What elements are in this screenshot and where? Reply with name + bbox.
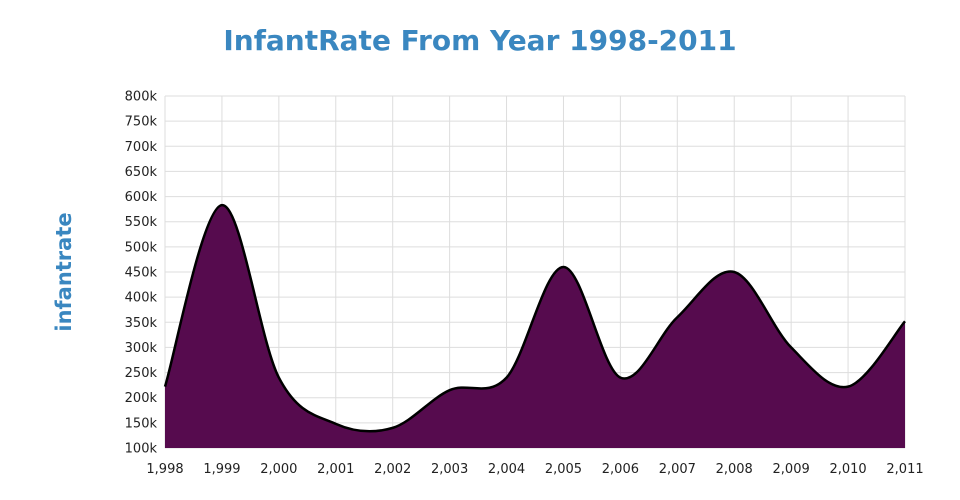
x-tick-label: 2,001 [317, 462, 354, 477]
y-tick-label: 150k [125, 416, 158, 431]
chart-title: InfantRate From Year 1998-2011 [223, 24, 737, 57]
y-tick-label: 100k [125, 442, 158, 457]
x-tick-label: 2,010 [829, 462, 866, 477]
y-tick-label: 550k [125, 215, 158, 230]
x-tick-label: 2,008 [716, 462, 753, 477]
x-tick-label: 1,998 [146, 462, 183, 477]
x-axis-ticks: 1,998 1,999 2,000 2,001 2,002 2,003 2,004 2,005… [146, 462, 923, 477]
x-tick-label: 2,009 [773, 462, 810, 477]
area-fill [165, 205, 905, 448]
x-tick-label: 2,000 [260, 462, 297, 477]
y-tick-label: 650k [125, 165, 158, 180]
y-tick-label: 600k [125, 190, 158, 205]
y-tick-label: 350k [125, 316, 158, 331]
x-tick-label: 2,005 [545, 462, 582, 477]
x-tick-label: 2,003 [431, 462, 468, 477]
y-tick-label: 700k [125, 140, 158, 155]
x-tick-label: 2,002 [374, 462, 411, 477]
y-tick-label: 250k [125, 366, 158, 381]
y-tick-label: 500k [125, 240, 158, 255]
x-tick-label: 2,011 [886, 462, 923, 477]
y-tick-label: 450k [125, 266, 158, 281]
y-tick-label: 400k [125, 291, 158, 306]
y-tick-label: 200k [125, 391, 158, 406]
y-tick-label: 750k [125, 115, 158, 130]
x-tick-label: 2,006 [602, 462, 639, 477]
x-tick-label: 2,004 [488, 462, 525, 477]
series-line [163, 203, 906, 433]
x-tick-label: 1,999 [203, 462, 240, 477]
y-tick-label: 800k [125, 90, 158, 105]
y-tick-label: 300k [125, 341, 158, 356]
y-axis-ticks: 100k 150k 200k 250k 300k 350k 400k 450k 500k 550k… [125, 90, 158, 457]
x-tick-label: 2,007 [659, 462, 696, 477]
